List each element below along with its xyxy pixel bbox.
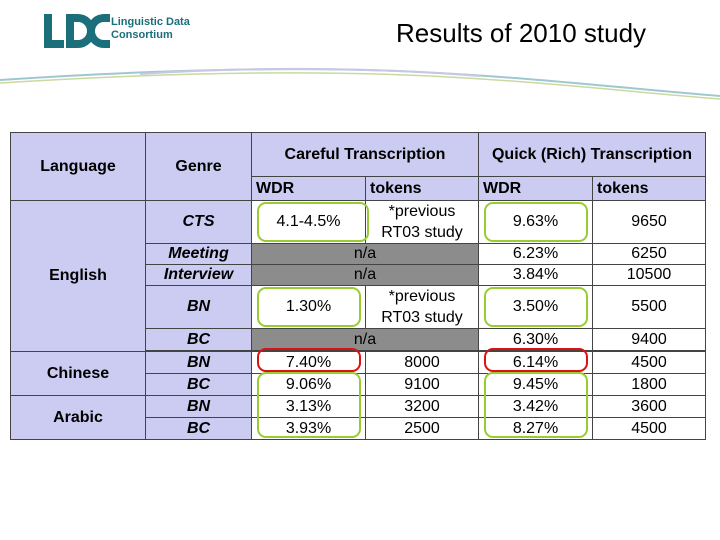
cell-quick-wdr: 6.23% xyxy=(478,243,593,265)
page-title: Results of 2010 study xyxy=(396,18,647,48)
cell-careful-wdr: 3.13% xyxy=(251,395,366,418)
cell-quick-tokens: 4500 xyxy=(592,351,706,374)
table-row: Chinese BN 7.40% 8000 6.14% 4500 xyxy=(10,351,706,396)
genre-cts: CTS xyxy=(145,200,252,244)
genre-bn: BN xyxy=(145,395,252,418)
cell-quick-tokens: 10500 xyxy=(592,264,706,286)
cell-quick-wdr: 3.84% xyxy=(478,264,593,286)
genre-bn: BN xyxy=(145,351,252,374)
previous-study-line2: RT03 study xyxy=(381,224,463,241)
genre-bc: BC xyxy=(145,328,252,351)
cell-careful-tokens: *previous RT03 study xyxy=(365,285,479,329)
ldc-logo xyxy=(44,14,110,48)
header-quick-wdr: WDR xyxy=(478,176,593,201)
language-arabic: Arabic xyxy=(10,395,146,440)
cell-quick-tokens: 9650 xyxy=(592,200,706,244)
logo-text-line1: Linguistic Data xyxy=(111,16,190,28)
table-row: Arabic BN 3.13% 3200 3.42% 3600 xyxy=(10,395,706,440)
cell-quick-tokens: 5500 xyxy=(592,285,706,329)
previous-study-line2: RT03 study xyxy=(381,309,463,326)
genre-bc: BC xyxy=(145,373,252,396)
previous-study-line1: *previous xyxy=(388,203,456,220)
header-careful-wdr: WDR xyxy=(251,176,366,201)
header-careful-tokens: tokens xyxy=(365,176,479,201)
logo-text-line2: Consortium xyxy=(111,29,173,41)
cell-quick-tokens: 4500 xyxy=(592,417,706,440)
decorative-swoosh xyxy=(0,67,720,100)
cell-careful-wdr: 1.30% xyxy=(251,285,366,329)
language-chinese: Chinese xyxy=(10,351,146,396)
cell-careful-wdr: 4.1-4.5% xyxy=(251,200,366,244)
previous-study-line1: *previous xyxy=(388,288,456,305)
cell-careful-na: n/a xyxy=(251,264,479,286)
header-quick-tokens: tokens xyxy=(592,176,706,201)
highlight-quick-wdr-block xyxy=(484,372,588,438)
cell-careful-tokens: 8000 xyxy=(365,351,479,374)
highlight-en-cts-quick xyxy=(484,202,588,242)
genre-bc: BC xyxy=(145,417,252,440)
logo-text: Linguistic Data Consortium xyxy=(111,16,190,42)
highlight-en-cts-careful xyxy=(257,202,369,242)
cell-quick-wdr: 9.63% xyxy=(478,200,593,244)
genre-interview: Interview xyxy=(145,264,252,286)
language-english: English xyxy=(10,200,146,352)
highlight-careful-wdr-block xyxy=(257,372,361,438)
cell-quick-tokens: 3600 xyxy=(592,395,706,418)
highlight-zh-bn-quick xyxy=(484,348,588,372)
results-table: Language Genre Careful Transcription Qui… xyxy=(10,132,706,440)
cell-quick-tokens: 1800 xyxy=(592,373,706,396)
cell-quick-tokens: 6250 xyxy=(592,243,706,265)
cell-quick-tokens: 9400 xyxy=(592,328,706,351)
cell-quick-wdr: 9.45% xyxy=(478,373,593,396)
table-row: Meeting n/a 6.23% 6250 xyxy=(11,243,706,265)
cell-careful-tokens: 2500 xyxy=(365,417,479,440)
table-row: BC 3.93% 2500 8.27% 4500 xyxy=(11,417,706,440)
table-row: BC n/a 6.30% 9400 xyxy=(11,328,706,351)
cell-careful-tokens: 3200 xyxy=(365,395,479,418)
cell-careful-na: n/a xyxy=(251,243,479,265)
cell-careful-tokens: *previous RT03 study xyxy=(365,200,479,244)
highlight-en-bn-quick xyxy=(484,287,588,327)
table-row: BN 1.30% *previous RT03 study 3.50% 5500 xyxy=(11,285,706,329)
cell-careful-tokens: 9100 xyxy=(365,373,479,396)
header-language: Language xyxy=(10,132,146,201)
genre-meeting: Meeting xyxy=(145,243,252,265)
table-row: BC 9.06% 9100 9.45% 1800 xyxy=(11,373,706,396)
cell-careful-na: n/a xyxy=(251,328,479,351)
header-quick-transcription: Quick (Rich) Transcription xyxy=(478,132,706,177)
cell-quick-wdr: 8.27% xyxy=(478,417,593,440)
cell-quick-wdr: 3.42% xyxy=(478,395,593,418)
header-careful-transcription: Careful Transcription xyxy=(251,132,479,177)
highlight-zh-bn-careful xyxy=(257,348,361,372)
header-genre: Genre xyxy=(145,132,252,201)
table-row: English CTS 4.1-4.5% *previous RT03 stud… xyxy=(10,200,706,352)
highlight-en-bn-careful xyxy=(257,287,361,327)
table-row: Interview n/a 3.84% 10500 xyxy=(11,264,706,286)
cell-quick-wdr: 6.30% xyxy=(478,328,593,351)
genre-bn: BN xyxy=(145,285,252,329)
